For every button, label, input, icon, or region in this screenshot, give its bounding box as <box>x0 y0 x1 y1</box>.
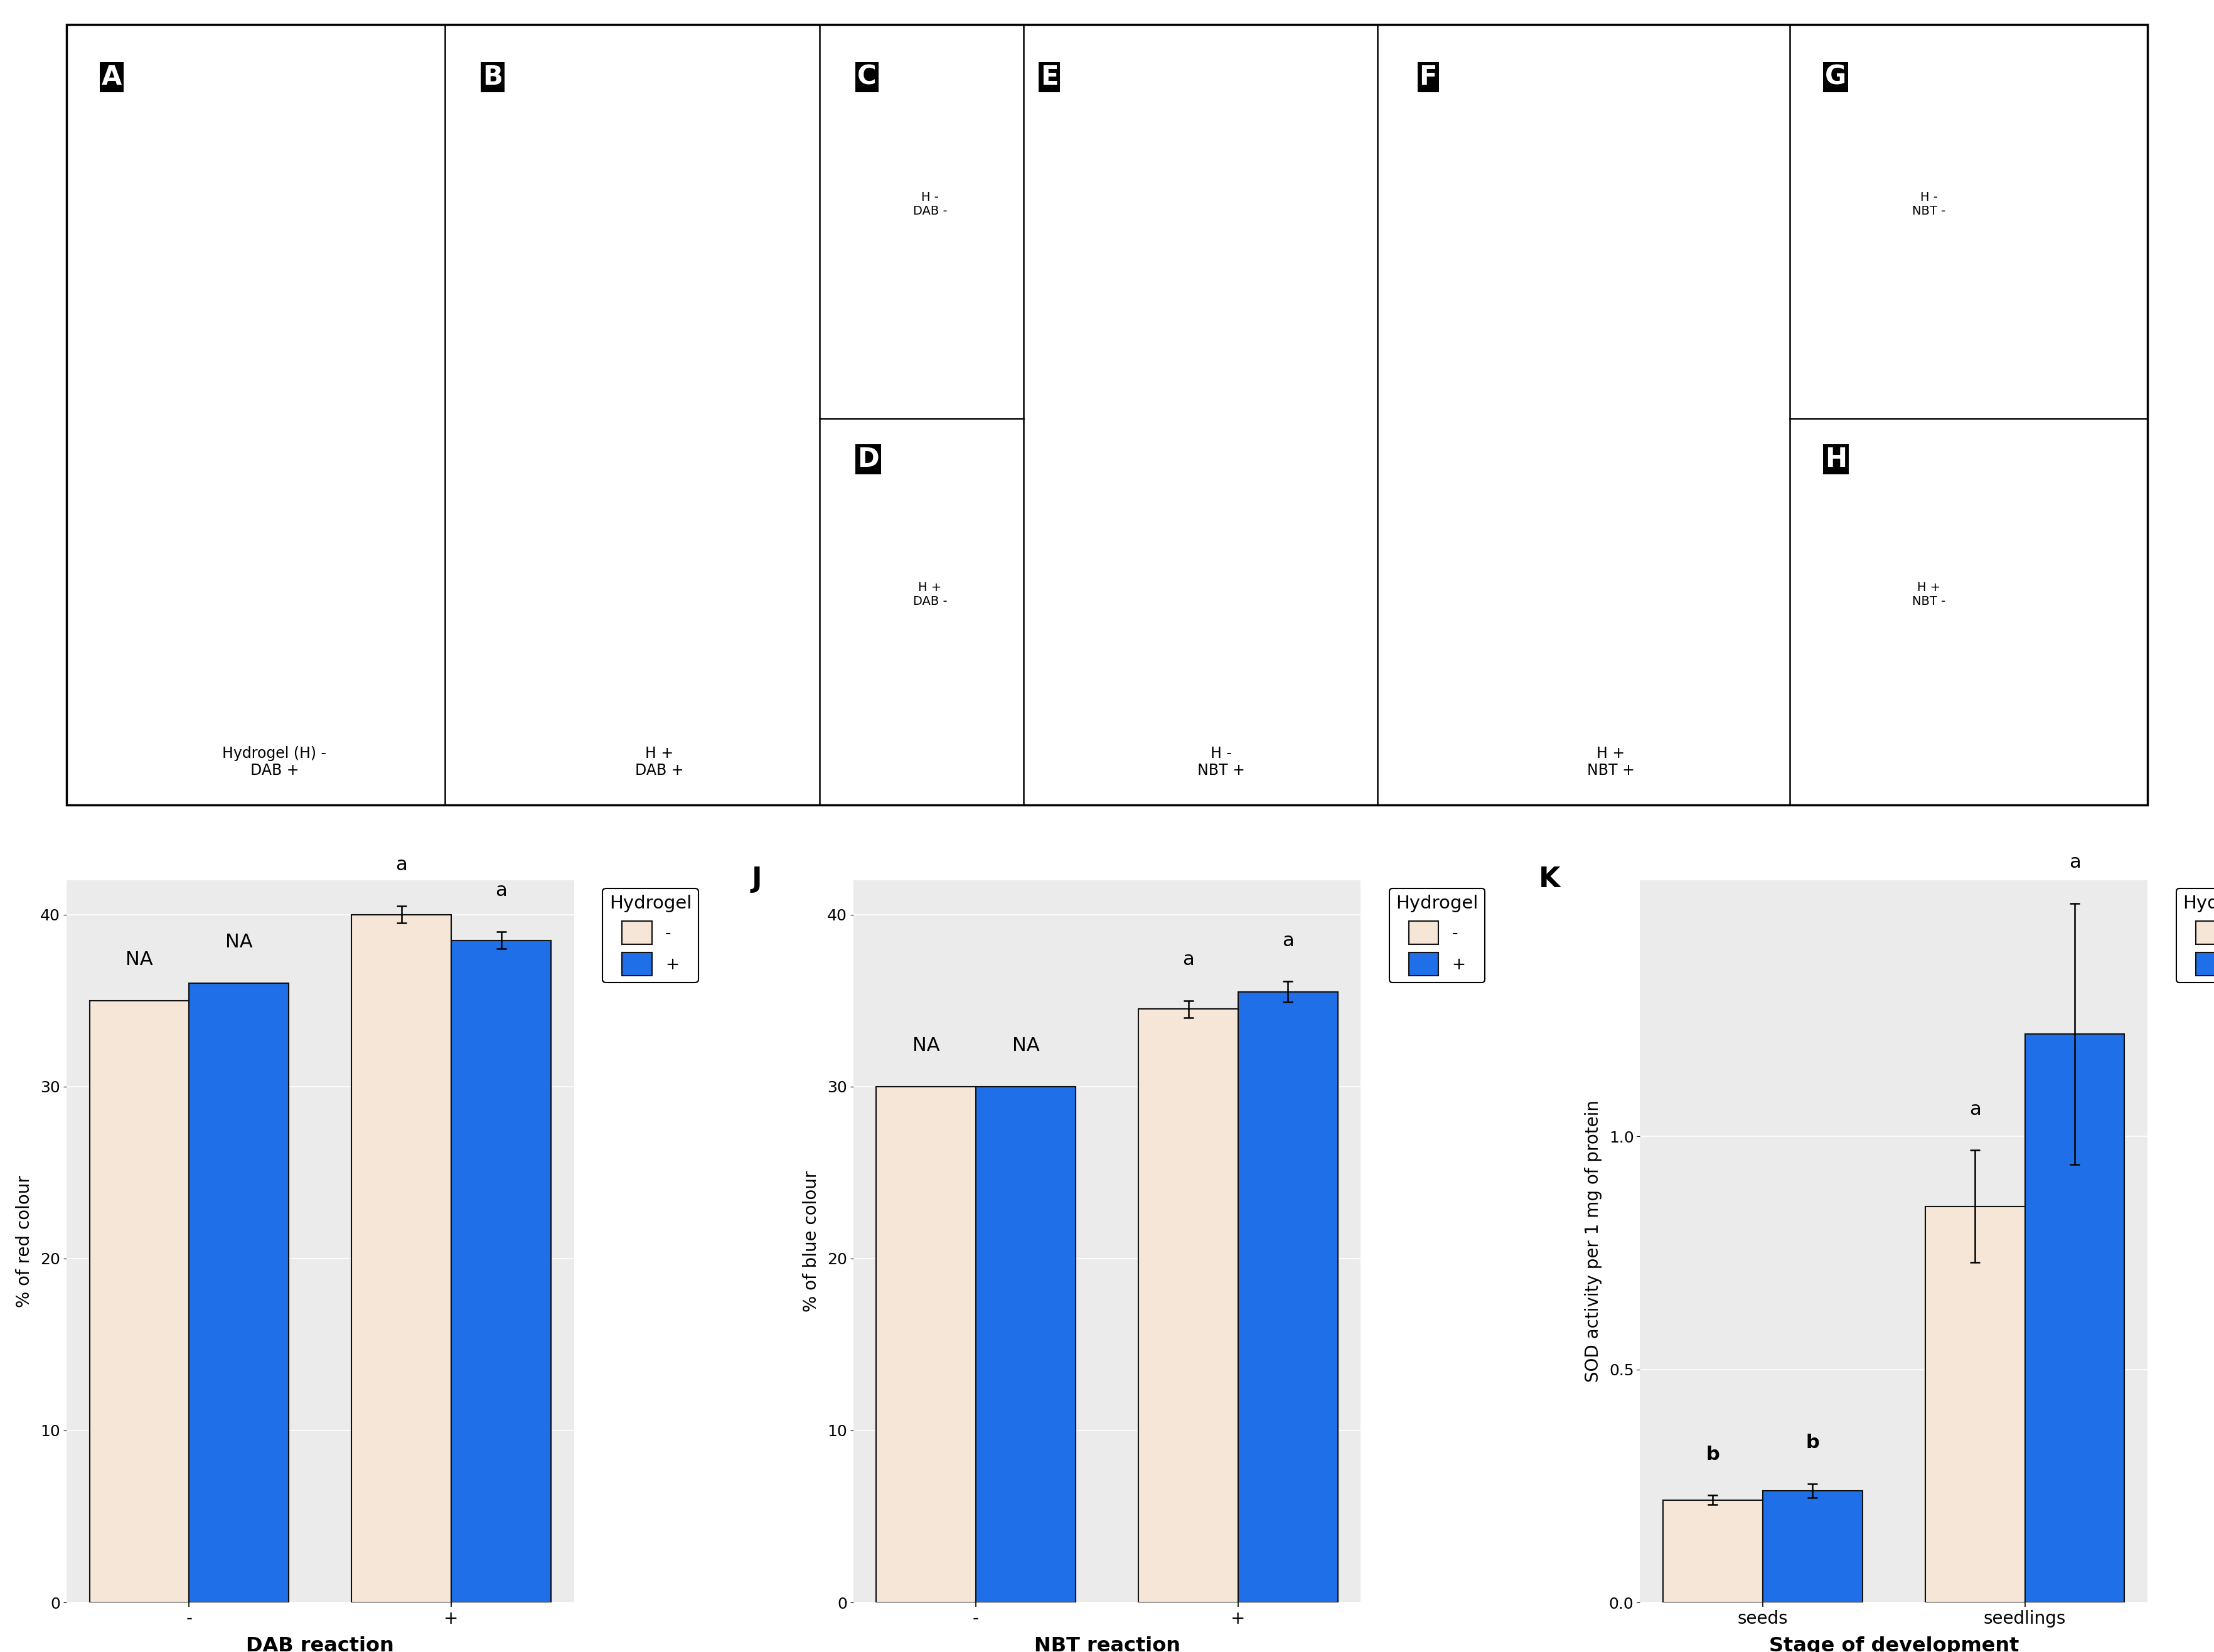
Bar <box>89 1001 188 1602</box>
Text: B: B <box>483 64 503 91</box>
X-axis label: NBT reaction: NBT reaction <box>1034 1635 1180 1652</box>
Text: K: K <box>1539 866 1561 892</box>
Bar <box>352 915 452 1602</box>
Text: NA: NA <box>226 933 252 952</box>
Text: H -
NBT -: H - NBT - <box>1913 192 1946 216</box>
Y-axis label: % of red colour: % of red colour <box>15 1175 33 1307</box>
Bar <box>1138 1009 1238 1602</box>
Text: H -
DAB -: H - DAB - <box>912 192 948 216</box>
Bar <box>976 1087 1076 1602</box>
Text: a: a <box>496 882 507 900</box>
Text: a: a <box>396 856 407 874</box>
Bar <box>2026 1034 2125 1602</box>
Text: H +
DAB -: H + DAB - <box>912 582 948 608</box>
Text: H +
NBT -: H + NBT - <box>1913 582 1946 608</box>
Legend: -, +: -, + <box>2176 889 2214 983</box>
Y-axis label: SOD activity per 1 mg of protein: SOD activity per 1 mg of protein <box>1585 1100 1603 1383</box>
Bar <box>1238 991 1337 1602</box>
Text: a: a <box>1282 932 1293 950</box>
Text: b: b <box>1807 1434 1820 1452</box>
Text: A: A <box>102 64 122 91</box>
Text: F: F <box>1419 64 1437 91</box>
Text: E: E <box>1041 64 1058 91</box>
Text: H: H <box>1824 446 1846 472</box>
Text: a: a <box>2068 854 2081 872</box>
Bar <box>452 940 551 1602</box>
Y-axis label: % of blue colour: % of blue colour <box>801 1171 819 1312</box>
Legend: -, +: -, + <box>1390 889 1486 983</box>
Bar <box>1926 1206 2026 1602</box>
Text: D: D <box>857 446 879 472</box>
Text: a: a <box>1968 1100 1982 1118</box>
Text: NA: NA <box>126 950 153 968</box>
Text: C: C <box>857 64 877 91</box>
Bar <box>877 1087 976 1602</box>
Bar <box>1663 1500 1762 1602</box>
X-axis label: DAB reaction: DAB reaction <box>246 1635 394 1652</box>
Text: Hydrogel (H) -
DAB +: Hydrogel (H) - DAB + <box>221 745 328 778</box>
Text: NA: NA <box>1012 1036 1038 1054</box>
FancyBboxPatch shape <box>66 25 2148 805</box>
Text: H -
NBT +: H - NBT + <box>1198 745 1244 778</box>
Text: H +
DAB +: H + DAB + <box>635 745 684 778</box>
Text: a: a <box>1182 950 1193 968</box>
Bar <box>1762 1490 1862 1602</box>
Text: J: J <box>753 866 762 892</box>
X-axis label: Stage of development: Stage of development <box>1769 1635 2019 1652</box>
Text: H +
NBT +: H + NBT + <box>1587 745 1634 778</box>
Text: b: b <box>1707 1446 1720 1464</box>
Text: G: G <box>1824 64 1846 91</box>
Bar <box>188 983 288 1602</box>
Text: NA: NA <box>912 1036 939 1054</box>
Legend: -, +: -, + <box>602 889 697 983</box>
